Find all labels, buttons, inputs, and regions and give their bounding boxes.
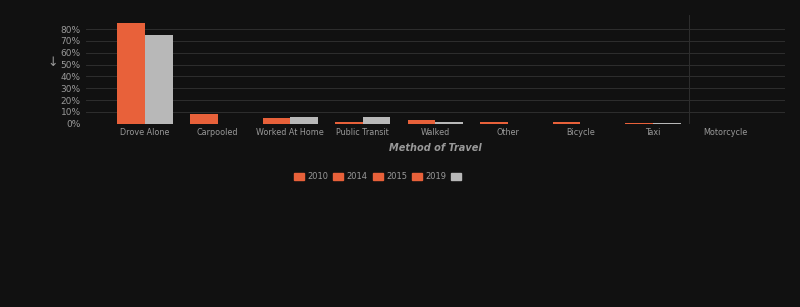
Bar: [553, 122, 581, 124]
Bar: [653, 123, 681, 124]
Bar: [362, 117, 390, 124]
Legend: 2010, 2014, 2015, 2019, : 2010, 2014, 2015, 2019,: [290, 169, 468, 185]
Bar: [480, 122, 508, 124]
X-axis label: Method of Travel: Method of Travel: [389, 143, 482, 153]
Bar: [290, 117, 318, 124]
Bar: [262, 118, 290, 124]
Y-axis label: ↓: ↓: [47, 56, 58, 69]
Bar: [335, 122, 362, 124]
Bar: [435, 122, 463, 124]
Bar: [190, 114, 218, 124]
Bar: [118, 23, 145, 124]
Bar: [145, 35, 173, 124]
Bar: [408, 120, 435, 124]
